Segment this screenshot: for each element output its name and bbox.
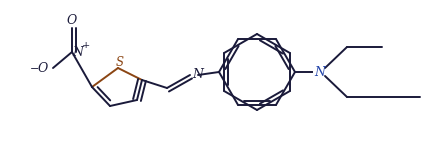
Text: S: S xyxy=(116,56,124,69)
Text: N: N xyxy=(192,67,203,81)
Text: +: + xyxy=(82,40,90,49)
Text: O: O xyxy=(38,61,48,75)
Text: O: O xyxy=(67,14,77,27)
Text: −: − xyxy=(30,64,40,74)
Text: N: N xyxy=(314,65,326,79)
Text: N: N xyxy=(72,46,83,59)
